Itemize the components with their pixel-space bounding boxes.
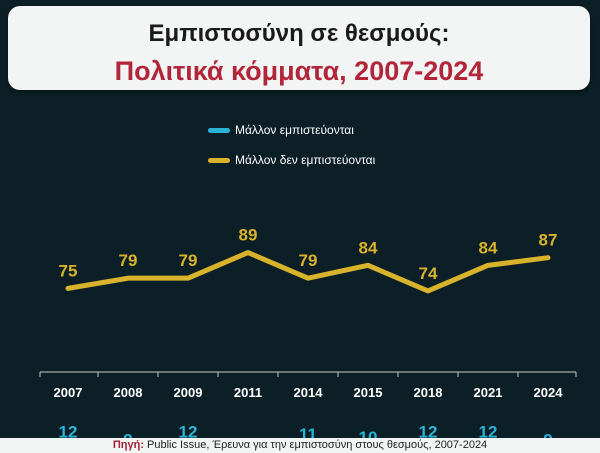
data-point-0-2009	[186, 276, 190, 280]
x-tick-label-2008: 2008	[114, 385, 143, 400]
data-label-1-2021: 12	[479, 423, 498, 442]
data-label-0-2009: 79	[179, 251, 198, 270]
data-label-0-2008: 79	[119, 251, 138, 270]
legend-item-trust: Μάλλον εμπιστεύονται	[208, 123, 354, 137]
data-label-1-2018: 12	[419, 423, 438, 442]
x-tick-label-2009: 2009	[174, 385, 203, 400]
x-tick-label-2021: 2021	[474, 385, 503, 400]
x-tick-label-2024: 2024	[534, 385, 564, 400]
data-point-0-2021	[486, 263, 490, 267]
x-tick-label-2014: 2014	[294, 385, 324, 400]
x-tick-label-2015: 2015	[354, 385, 383, 400]
data-point-0-2018	[426, 289, 430, 293]
data-label-0-2011: 89	[239, 226, 258, 245]
data-label-0-2014: 79	[299, 251, 318, 270]
data-label-1-2009: 12	[179, 423, 198, 442]
title-box: Εμπιστοσύνη σε θεσμούς: Πολιτικά κόμματα…	[8, 6, 590, 90]
x-tick-label-2018: 2018	[414, 385, 443, 400]
legend-label-trust: Μάλλον εμπιστεύονται	[235, 123, 354, 137]
data-label-0-2018: 74	[419, 264, 438, 283]
data-point-0-2011	[246, 251, 250, 255]
data-point-0-2015	[366, 263, 370, 267]
data-label-0-2021: 84	[479, 238, 498, 257]
chart-subtitle: Πολιτικά κόμματα, 2007-2024	[114, 56, 484, 86]
data-point-0-2007	[66, 286, 70, 290]
x-tick-label-2011: 2011	[234, 385, 262, 400]
data-point-0-2014	[306, 276, 310, 280]
data-point-0-2008	[126, 276, 130, 280]
source-label: Πηγή:	[112, 439, 144, 451]
data-label-0-2024: 87	[539, 231, 558, 250]
data-label-0-2015: 84	[359, 238, 378, 257]
x-tick-label-2007: 2007	[54, 385, 83, 400]
chart-title: Εμπιστοσύνη σε θεσμούς:	[148, 20, 450, 47]
data-point-0-2024	[546, 256, 550, 260]
source-footer: Πηγή: Public Issue, Έρευνα για την εμπισ…	[0, 438, 600, 453]
data-label-0-2007: 75	[59, 261, 78, 280]
legend-item-distrust: Μάλλον δεν εμπιστεύονται	[208, 153, 375, 167]
legend-swatch-trust	[208, 127, 230, 133]
data-label-1-2007: 12	[59, 423, 78, 442]
legend-label-distrust: Μάλλον δεν εμπιστεύονται	[235, 153, 376, 167]
legend-swatch-distrust	[208, 157, 230, 163]
source-text: Public Issue, Έρευνα για την εμπιστοσύνη…	[143, 439, 488, 451]
